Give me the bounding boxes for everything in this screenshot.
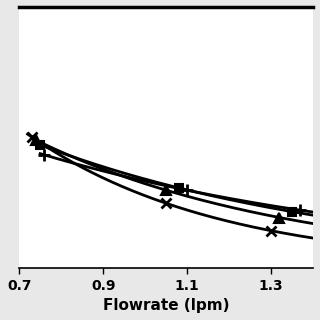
X-axis label: Flowrate (lpm): Flowrate (lpm) <box>103 298 229 313</box>
